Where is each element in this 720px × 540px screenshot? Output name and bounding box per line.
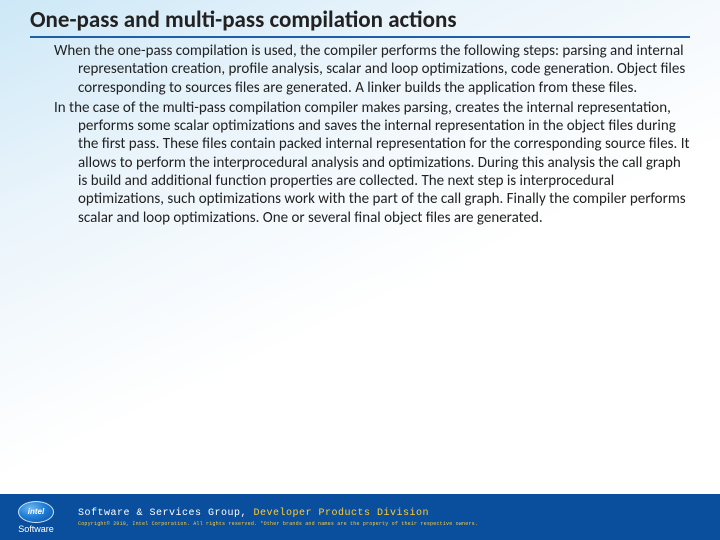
intel-logo-chip: intel <box>18 501 54 523</box>
body-paragraph: When the one-pass compilation is used, t… <box>30 42 690 97</box>
presentation-slide: One-pass and multi-pass compilation acti… <box>0 0 720 540</box>
intel-software-logo: intel Software <box>0 494 72 540</box>
footer-division-accent: Developer Products Division <box>254 508 430 519</box>
slide-title: One-pass and multi-pass compilation acti… <box>30 6 690 38</box>
intel-logo-word: Software <box>18 524 54 534</box>
footer-division-prefix: Software & Services Group, <box>78 508 254 519</box>
slide-footer: intel Software Software & Services Group… <box>0 494 720 540</box>
footer-copyright: Copyright© 2010, Intel Corporation. All … <box>78 521 720 527</box>
body-paragraph: In the case of the multi-pass compilatio… <box>30 99 690 227</box>
slide-body: When the one-pass compilation is used, t… <box>30 42 690 229</box>
footer-text-block: Software & Services Group, Developer Pro… <box>72 508 720 527</box>
footer-division-line: Software & Services Group, Developer Pro… <box>78 508 720 519</box>
